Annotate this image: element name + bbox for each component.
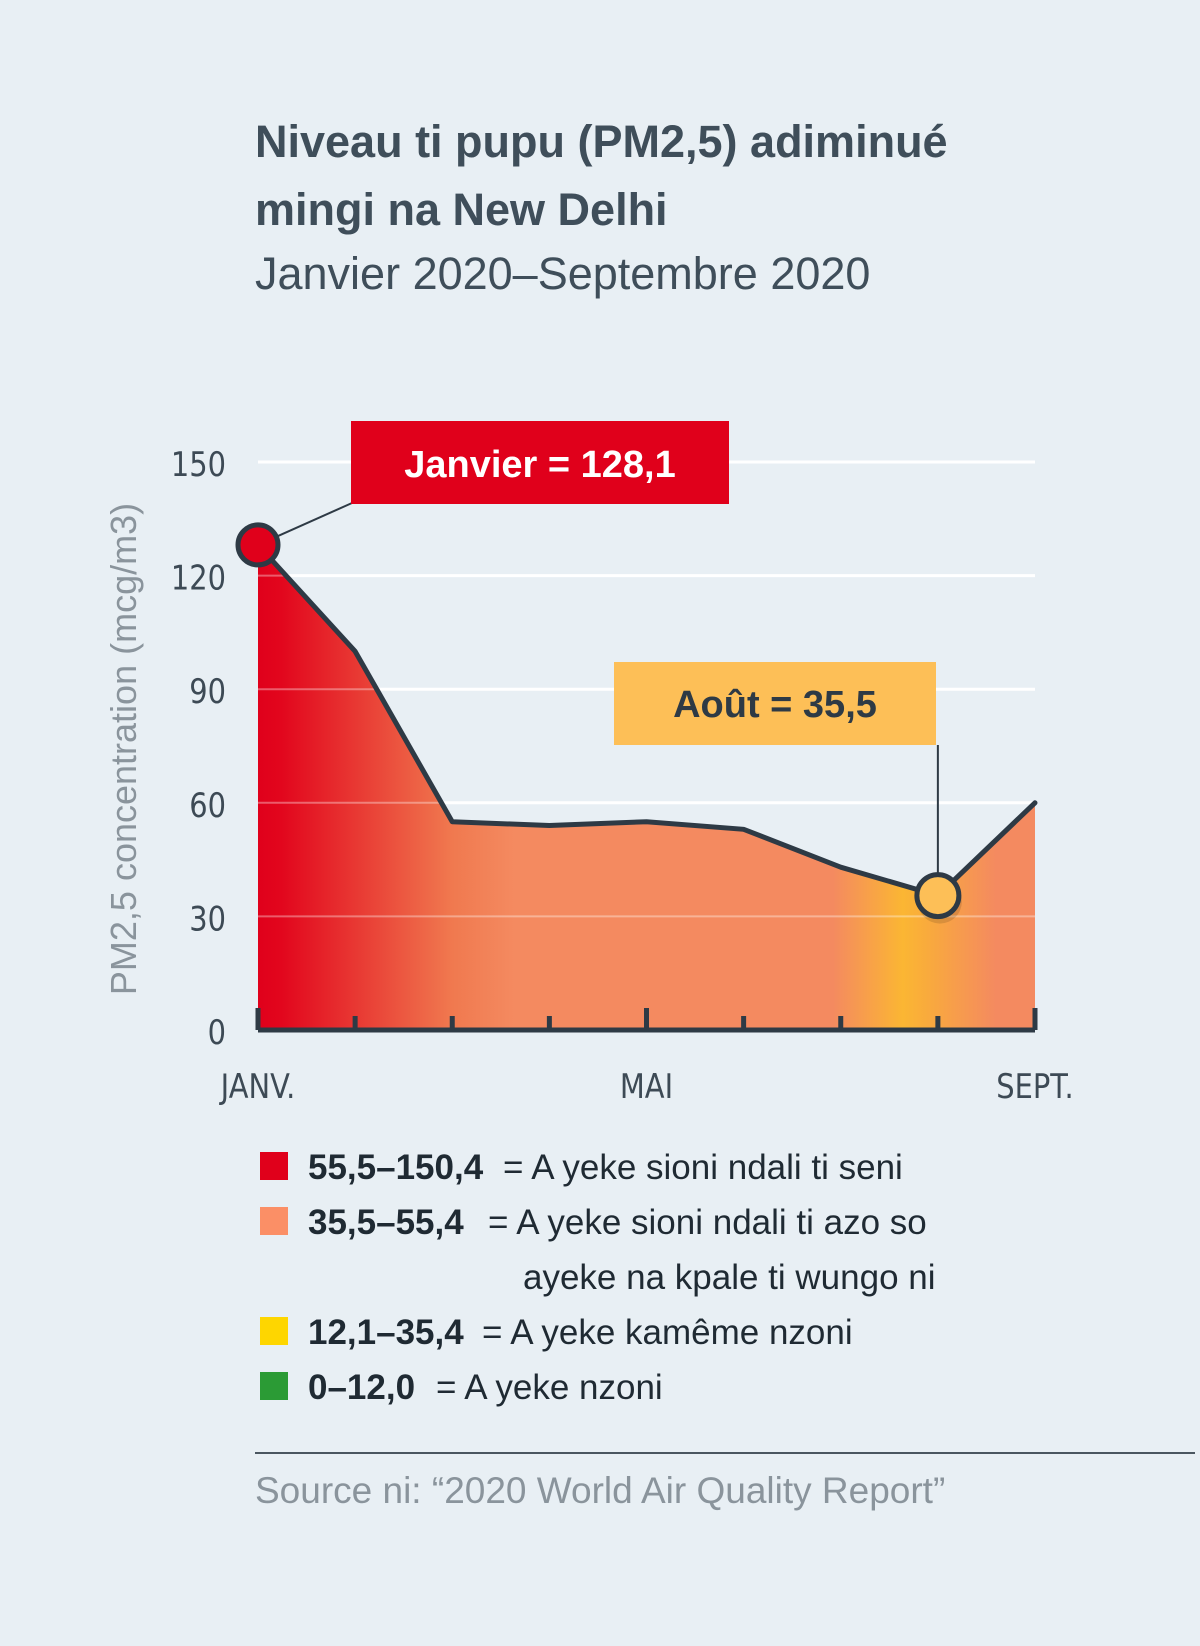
pm25-area-chart: 0 30 60 90 120 150 JANV. MAI SEPT. PM2,5 concen…	[103, 421, 1074, 1107]
data-point	[839, 865, 843, 869]
chart-title-line-1: Niveau ti pupu (PM2,5) adiminué	[255, 116, 948, 167]
area-fill	[258, 544, 1035, 1030]
annotations: Janvier = 128,1 Août = 35,5	[235, 421, 962, 924]
y-tick-label: 0	[208, 1014, 226, 1053]
legend-swatch	[260, 1207, 288, 1235]
chart-subtitle: Janvier 2020–Septembre 2020	[255, 248, 871, 299]
y-tick-label: 150	[171, 446, 226, 485]
data-point	[547, 824, 551, 828]
x-tick-label: SEPT.	[996, 1068, 1073, 1107]
y-tick-label: 120	[171, 559, 226, 598]
legend-range: 0–12,0	[308, 1368, 416, 1407]
annotation-box-august	[614, 662, 936, 745]
y-axis-label: PM2,5 concentration (mcg/m3)	[103, 503, 144, 995]
y-tick-label: 30	[189, 900, 226, 939]
legend-text: = A yeke nzoni	[436, 1368, 663, 1407]
legend-range: 12,1–35,4	[308, 1313, 464, 1352]
area-fill-layer	[255, 461, 1038, 1030]
data-point	[450, 820, 454, 824]
legend-swatch	[260, 1152, 288, 1180]
data-point	[645, 820, 649, 824]
series-line	[255, 542, 1038, 899]
legend-text: = A yeke sioni ndali ti seni	[503, 1148, 903, 1187]
annotation-marker-august	[914, 872, 962, 920]
legend-text: = A yeke kamême nzoni	[482, 1313, 853, 1352]
footer-divider	[255, 1452, 1195, 1454]
annotation-label-january: Janvier = 128,1	[404, 444, 676, 486]
x-tick-label: JANV.	[219, 1068, 295, 1107]
source-note: Source ni: “2020 World Air Quality Repor…	[255, 1470, 946, 1511]
legend-swatch	[260, 1372, 288, 1400]
legend-range: 35,5–55,4	[308, 1203, 464, 1242]
y-tick-label: 60	[189, 787, 226, 826]
data-point	[742, 827, 746, 831]
y-axis-ticks: 0 30 60 90 120 150	[171, 446, 226, 1053]
legend-text-continuation: ayeke na kpale ti wungo ni	[523, 1258, 936, 1297]
legend-text: = A yeke sioni ndali ti azo so	[488, 1203, 927, 1242]
y-tick-label: 90	[189, 673, 226, 712]
legend-swatch	[260, 1317, 288, 1345]
annotation-label-august: Août = 35,5	[673, 684, 877, 726]
data-point	[353, 649, 357, 653]
data-point	[1033, 801, 1037, 805]
x-axis	[255, 1008, 1038, 1033]
annotation-box-january	[351, 421, 729, 504]
chart-title-line-2: mingi na New Delhi	[255, 184, 668, 235]
x-axis-ticks: JANV. MAI SEPT.	[219, 1068, 1074, 1107]
annotation-marker-january	[235, 522, 281, 568]
x-tick-label: MAI	[620, 1068, 673, 1107]
chart-title: Niveau ti pupu (PM2,5) adiminué mingi na…	[255, 108, 1155, 244]
legend-range: 55,5–150,4	[308, 1148, 484, 1187]
